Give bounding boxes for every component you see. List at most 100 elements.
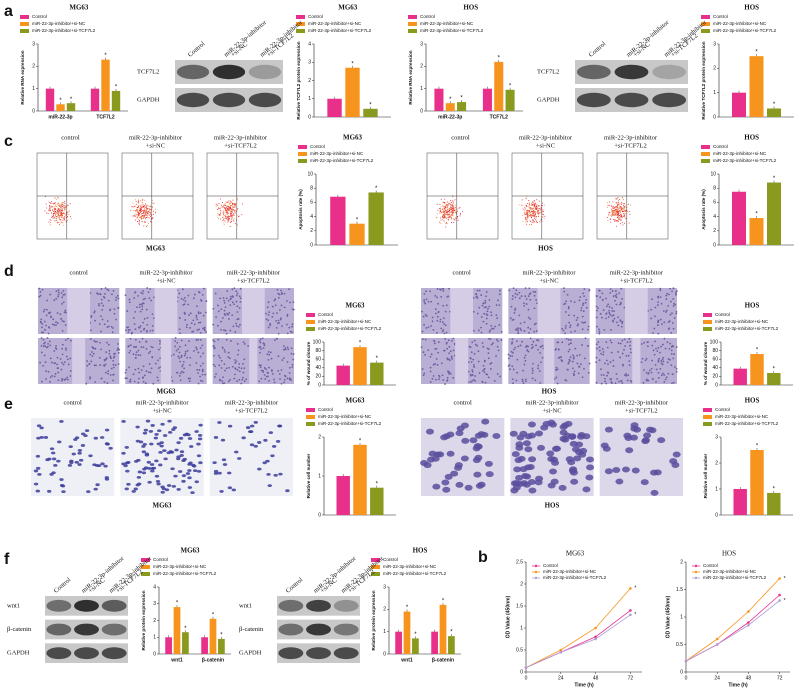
- cell: [610, 351, 613, 354]
- flow-dot: [539, 205, 541, 207]
- flow-dot: [134, 205, 136, 207]
- cell: [540, 361, 542, 364]
- flow-dot: [534, 214, 536, 216]
- flow-dot: [448, 208, 450, 210]
- cell: [507, 353, 510, 356]
- column-label: +si-TCF7L2: [620, 277, 653, 284]
- cell: [483, 312, 486, 315]
- cell: [52, 318, 55, 321]
- cell: [50, 451, 56, 455]
- cell: [132, 345, 135, 348]
- cell: [44, 328, 46, 331]
- flow-dot: [541, 202, 543, 204]
- flow-dot: [627, 203, 629, 205]
- flow-dot: [49, 224, 51, 226]
- cell: [229, 378, 231, 381]
- cell: [605, 312, 608, 315]
- cell: [90, 329, 92, 332]
- cell: [281, 325, 283, 328]
- flow-dot: [224, 211, 226, 213]
- cell: [585, 306, 588, 309]
- cell: [112, 363, 115, 366]
- flow-dot: [529, 210, 531, 212]
- flow-dot: [445, 223, 447, 225]
- cell: [77, 463, 82, 466]
- cell: [555, 368, 557, 371]
- flow-dot: [63, 206, 65, 208]
- flow-dot: [47, 213, 49, 215]
- cell: [468, 345, 471, 348]
- legend-label: miR-22-3p-inhibitor+si-TCF7L2: [703, 575, 767, 580]
- cell: [142, 346, 145, 349]
- flow-dot: [69, 216, 71, 218]
- flow-dot: [616, 207, 618, 209]
- flow-dot: [225, 205, 227, 207]
- cell: [130, 332, 133, 335]
- cell: [429, 370, 432, 373]
- cell: [602, 299, 604, 301]
- legend-label: miR-22-3p-inhibitor+si-NC: [543, 569, 597, 574]
- point: [715, 637, 719, 641]
- cell: [578, 299, 581, 302]
- flow-dot: [230, 213, 232, 215]
- cell: [274, 298, 277, 301]
- cell: [157, 359, 159, 362]
- cell: [127, 328, 130, 331]
- x-tick-label: 72: [628, 675, 634, 681]
- cell: [263, 438, 268, 442]
- cell: [60, 368, 63, 371]
- cell: [497, 299, 499, 302]
- flow-dot: [451, 211, 453, 213]
- cell: [176, 457, 181, 461]
- flow-dot: [459, 207, 461, 209]
- flow-dot: [613, 220, 615, 222]
- cell: [98, 323, 101, 325]
- flow-dot: [58, 208, 60, 210]
- cell: [179, 450, 185, 454]
- cell: [234, 331, 237, 333]
- cell: [287, 348, 290, 351]
- cell: [267, 314, 270, 316]
- cell: [435, 331, 438, 334]
- cell: [184, 352, 187, 355]
- chart-title: MG63: [345, 302, 365, 310]
- flow-dot: [449, 206, 451, 208]
- cell: [448, 287, 450, 290]
- cell: [36, 424, 42, 428]
- column-label: miR-22-3p-inhibitor: [610, 269, 664, 276]
- column-label: miR-22-3p-inhibitor: [519, 134, 573, 141]
- cell: [253, 444, 258, 448]
- x-tick-label: 48: [746, 675, 752, 681]
- legend-swatch: [408, 29, 417, 33]
- cell: [600, 382, 603, 385]
- flow-dot: [447, 210, 449, 212]
- cell: [607, 316, 610, 318]
- cell: [267, 351, 270, 353]
- flow-dot: [537, 211, 539, 213]
- flow-dot: [536, 221, 538, 223]
- cell: [278, 472, 283, 476]
- cell: [517, 455, 526, 462]
- flow-dot: [622, 213, 624, 215]
- cell: [596, 347, 598, 350]
- cell: [187, 294, 190, 297]
- cell: [195, 346, 198, 349]
- chart-title: HOS: [722, 550, 736, 558]
- flow-dot: [143, 206, 145, 208]
- flow-dot: [51, 203, 53, 205]
- cell: [143, 374, 146, 377]
- significance-mark: *: [376, 356, 379, 362]
- flow-dot: [56, 222, 58, 224]
- cell: [519, 344, 522, 347]
- chart-title: MG63: [69, 4, 89, 12]
- cell: [154, 432, 159, 436]
- column-label: control: [451, 134, 470, 141]
- legend-label: miR-22-3p-inhibitor+si-TCF7L2: [153, 571, 217, 576]
- flow-dot: [452, 210, 454, 212]
- cell: [241, 436, 246, 440]
- flow-dot: [150, 221, 152, 223]
- y-tick-label: 0: [310, 242, 313, 248]
- cell: [657, 296, 660, 299]
- cell: [565, 337, 568, 340]
- flow-dot: [453, 208, 455, 210]
